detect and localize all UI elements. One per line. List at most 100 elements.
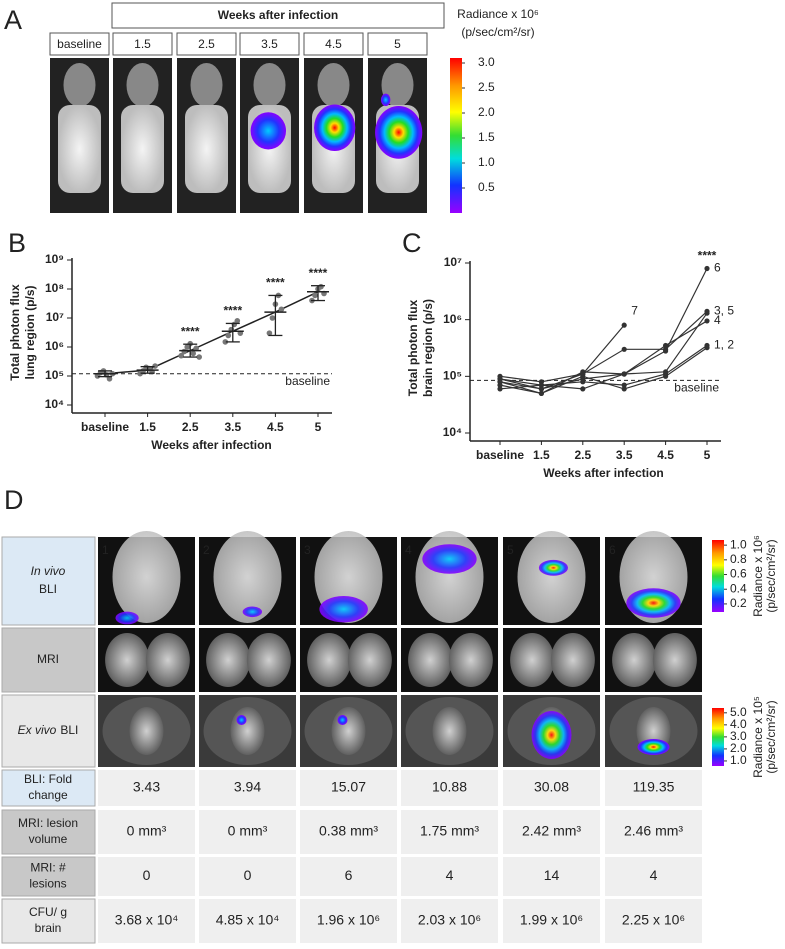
- column-label: 4.5: [325, 37, 342, 51]
- row-header: [1, 627, 96, 693]
- colorbar-tick-label: 0.5: [478, 180, 495, 194]
- image-number: 4: [405, 543, 412, 557]
- brain: [230, 707, 265, 755]
- x-tick-label: 3.5: [224, 420, 241, 434]
- table-cell: [98, 857, 195, 896]
- bli-signal: [337, 715, 348, 725]
- series-line: [499, 324, 625, 390]
- table-cell: [199, 810, 296, 854]
- series-line: [499, 268, 708, 390]
- x-tick-label: baseline: [476, 448, 524, 462]
- series-line: [499, 312, 708, 390]
- row-header: [1, 809, 96, 855]
- brain-slice: [612, 633, 657, 687]
- table-cell: [300, 899, 397, 943]
- y-axis-label: Total photon flux: [406, 299, 420, 396]
- brain-slice: [652, 633, 697, 687]
- series-label: 7: [631, 303, 638, 317]
- bli-signal: [380, 93, 391, 107]
- colorbar: [450, 58, 462, 213]
- row-header-text: BLI: [39, 582, 57, 596]
- bli-signal: [236, 715, 247, 725]
- table-cell: [300, 810, 397, 854]
- column-label: 1.5: [134, 37, 151, 51]
- table-cell: [199, 770, 296, 806]
- image-number: 5: [507, 543, 514, 557]
- table-cell: [503, 810, 600, 854]
- image-number: 1: [102, 543, 109, 557]
- table-cell-text: 4.85 x 10⁴: [216, 912, 280, 928]
- colorbar-title: Radiance x 10⁵: [751, 696, 765, 778]
- table-cell: [605, 899, 702, 943]
- data-point: [234, 318, 241, 324]
- y-tick-label: 10⁵: [443, 369, 462, 383]
- x-axis-label: Weeks after infection: [151, 438, 271, 452]
- table-cell: [503, 770, 600, 806]
- significance: ****: [181, 324, 200, 338]
- row-header-label: volume: [29, 832, 68, 846]
- series-label: 3, 5: [714, 304, 734, 318]
- x-tick-label: 2.5: [574, 448, 591, 462]
- row-header: [1, 769, 96, 807]
- series-line: [499, 310, 708, 383]
- table-cell-text: 10.88: [432, 779, 467, 795]
- colorbar-tick-label: 1.0: [730, 537, 747, 551]
- colorbar-tick-label: 1.5: [478, 130, 495, 144]
- data-point: [269, 315, 276, 321]
- colorbar-tick-label: 2.0: [730, 741, 747, 755]
- y-tick-label: 10⁴: [45, 397, 64, 411]
- mean-line: [104, 291, 319, 375]
- bli-signal: [531, 711, 572, 759]
- bli-signal: [637, 739, 670, 755]
- y-axis-label: brain region (p/s): [421, 299, 435, 397]
- mouse-head: [317, 63, 350, 107]
- table-cell: [98, 770, 195, 806]
- table-cell: [199, 899, 296, 943]
- mouse-head: [213, 531, 282, 623]
- x-tick-label: 1.5: [139, 420, 156, 434]
- bli-signal: [422, 544, 477, 574]
- mouse-body: [58, 105, 101, 193]
- data-point: [193, 345, 199, 352]
- table-cell-text: 0 mm³: [127, 823, 167, 839]
- panel-letter: C: [402, 228, 422, 258]
- bli-signal: [115, 611, 139, 625]
- table-cell: [503, 857, 600, 896]
- row-header: [1, 694, 96, 768]
- brain-slice: [347, 633, 392, 687]
- data-point: [266, 330, 273, 336]
- panel-letter: A: [4, 5, 22, 35]
- table-cell: [98, 810, 195, 854]
- table-cell: [98, 899, 195, 943]
- x-tick-label: 3.5: [616, 448, 633, 462]
- y-tick-label: 10⁶: [45, 339, 64, 353]
- column-label-box: [49, 32, 110, 56]
- colorbar: [712, 540, 724, 612]
- colorbar-unit: (p/sec/cm²/sr): [764, 700, 778, 773]
- bli-signal: [375, 106, 423, 159]
- brain: [432, 707, 467, 755]
- table-cell-text: 6: [345, 867, 353, 883]
- colorbar: [712, 708, 724, 766]
- colorbar-title: Radiance x 10⁶: [457, 7, 539, 21]
- brain-slice: [246, 633, 291, 687]
- series-label: 6: [714, 261, 721, 275]
- data-point: [312, 292, 318, 299]
- row-header-italic: Ex vivo: [18, 723, 57, 737]
- image-number: 2: [203, 543, 210, 557]
- series-label: 1, 2: [714, 338, 734, 352]
- table-cell: [199, 857, 296, 896]
- image-number: 6: [609, 543, 616, 557]
- table-cell-text: 3.43: [133, 779, 160, 795]
- table-cell: [300, 770, 397, 806]
- brain-slice: [550, 633, 595, 687]
- colorbar-tick-label: 2.5: [478, 80, 495, 94]
- column-label-box: [303, 32, 364, 56]
- table-cell-text: 2.03 x 10⁶: [418, 912, 481, 928]
- mouse-head: [126, 63, 159, 107]
- data-point: [190, 350, 196, 357]
- table-cell: [401, 899, 498, 943]
- colorbar-tick-label: 0.4: [730, 581, 747, 595]
- row-header: [1, 898, 96, 944]
- data-point: [222, 339, 229, 345]
